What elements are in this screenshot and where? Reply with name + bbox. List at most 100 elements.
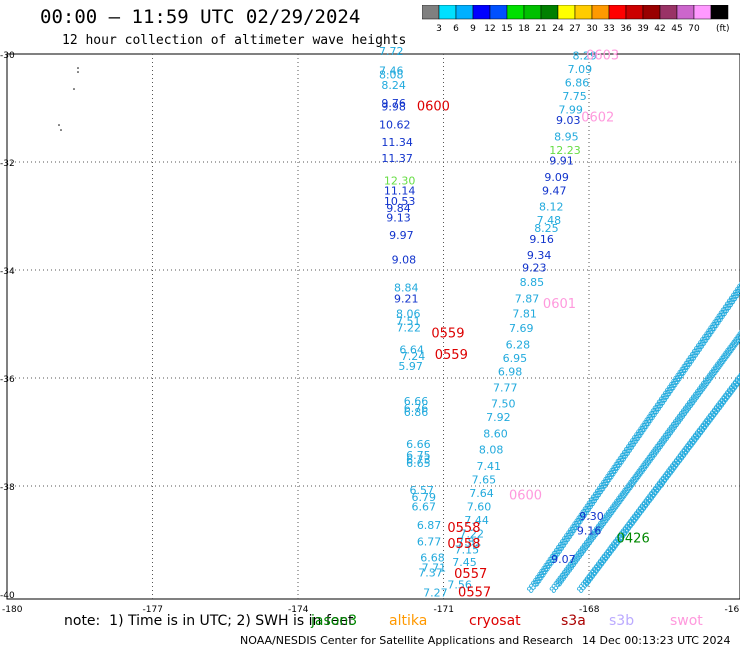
wave-height-label: 8.25 (534, 222, 559, 235)
map-subtitle: 12 hour collection of altimeter wave hei… (62, 33, 407, 48)
wave-height-label: 7.22 (460, 527, 485, 540)
colorbar-tick-label: 12 (484, 24, 495, 34)
time-label: 0559 (435, 348, 468, 363)
wave-height-label: 7.45 (452, 556, 477, 569)
colorbar-tick-label: 27 (569, 24, 580, 34)
track-mark: 8.8 (733, 369, 740, 387)
wave-height-label: 6.73 (406, 453, 431, 466)
wave-height-label: 7.77 (493, 382, 517, 395)
wave-height-label: 11.14 (384, 184, 416, 197)
island-dot (73, 88, 75, 90)
time-label: 0559 (431, 327, 464, 342)
colorbar-tick-label: 18 (518, 24, 530, 34)
wave-height-label: 7.44 (464, 514, 489, 527)
wave-height-label: 6.66 (406, 438, 431, 451)
lat-tick-label: -34 (0, 267, 15, 277)
lon-tick-label: -174 (288, 605, 309, 615)
track-mark: 8.8 (730, 331, 740, 349)
lon-tick-label: -177 (143, 605, 163, 615)
track-mark: 8.8 (731, 372, 740, 390)
wave-height-label: 7.41 (476, 460, 501, 473)
map-title: 00:00 – 11:59 UTC 02/29/2024 (40, 6, 361, 28)
wave-height-label: 8.08 (379, 68, 404, 81)
colorbar-tick-label: 3 (436, 24, 442, 34)
wave-height-label: 7.56 (447, 579, 472, 592)
track-mark: 8.8 (739, 362, 740, 380)
colorbar-tick-label: 33 (603, 24, 614, 34)
colorbar-tick-label: 9 (470, 24, 476, 34)
track-mark: 8.8 (738, 273, 740, 291)
wave-height-label: 7.81 (512, 308, 537, 321)
time-label: 0601 (543, 297, 576, 312)
wave-height-label: 8.24 (381, 79, 406, 92)
lon-tick-label: -171 (434, 605, 454, 615)
colorbar-tick-label: 15 (501, 24, 512, 34)
wave-height-label: 9.13 (386, 211, 411, 224)
wave-height-label: 6.86 (565, 76, 590, 89)
wave-height-label: 9.16 (529, 233, 554, 246)
wave-height-label: 8.85 (520, 276, 545, 289)
lat-tick-label: -40 (0, 591, 15, 601)
wave-height-label: 7.60 (467, 500, 492, 513)
wave-height-label: 9.03 (556, 114, 581, 127)
colorbar-tick-label: 24 (552, 24, 564, 34)
colorbar-tick-label: 39 (637, 24, 649, 34)
wave-height-label: 7.15 (455, 544, 480, 557)
wave-height-label: 9.09 (544, 171, 569, 184)
wave-height-label: 6.28 (506, 338, 530, 351)
wave-height-label: 6.65 (406, 457, 431, 470)
satellite-legend-item: swot (670, 613, 703, 629)
time-label: 0600 (509, 489, 542, 504)
wave-height-label: 6.95 (503, 352, 528, 365)
wave-height-label: 8.29 (573, 49, 598, 62)
wave-height-label: 7.87 (515, 292, 540, 305)
track-mark: 8.8 (732, 281, 740, 299)
colorbar-unit: (ft) (716, 24, 730, 34)
map-frame (6, 53, 740, 600)
wave-height-label: 8.95 (554, 130, 579, 143)
wave-height-label: 9.23 (522, 262, 547, 275)
wave-height-label: 6.79 (411, 491, 436, 504)
wave-height-label: 11.37 (381, 152, 413, 165)
island-dot (77, 67, 79, 69)
colorbar-tick-label: 36 (620, 24, 632, 34)
colorbar-tick-label: 21 (535, 24, 546, 34)
time-label: 0603 (586, 48, 619, 63)
satellite-legend-item: jason3 (311, 613, 358, 629)
track-mark: 8.8 (736, 276, 740, 294)
wave-height-label: 7.64 (469, 487, 494, 500)
time-label: 0600 (417, 100, 450, 115)
wave-height-label: 6.64 (399, 344, 424, 357)
lon-tick-label: -16 (725, 605, 740, 615)
lat-tick-label: -36 (0, 375, 15, 385)
wave-height-label: 6.98 (498, 365, 523, 378)
time-label: 0557 (458, 586, 491, 601)
colorbar-tick-label: 70 (688, 24, 700, 34)
wave-height-label: 9.97 (389, 229, 414, 242)
wave-height-label: 6.76 (404, 402, 429, 415)
time-label: 0558 (447, 537, 480, 552)
track-mark: 8.8 (734, 279, 740, 297)
wave-height-label: 7.22 (396, 322, 421, 335)
colorbar-tick-label: 6 (453, 24, 459, 34)
generation-timestamp: 14 Dec 00:13:23 UTC 2024 (582, 634, 731, 647)
track-mark: 8.8 (737, 364, 740, 382)
wave-height-label: 9.91 (549, 155, 574, 168)
credit-line: NOAA/NESDIS Center for Satellite Applica… (240, 634, 574, 647)
wave-height-label: 7.81 (457, 535, 482, 548)
lat-tick-label: -30 (0, 51, 15, 61)
lon-tick-label: -168 (579, 605, 600, 615)
time-label: 0558 (447, 521, 480, 536)
track-mark: 8.8 (736, 323, 740, 341)
wave-height-label: 9.47 (542, 184, 567, 197)
wave-height-label: 11.34 (381, 136, 413, 149)
wave-height-label: 9.30 (579, 510, 604, 523)
wave-height-label: 10.53 (384, 195, 416, 208)
wave-height-label: 6.57 (410, 484, 435, 497)
wave-height-label: 9.08 (392, 254, 417, 267)
wave-height-label: 6.66 (404, 395, 429, 408)
track-mark: 8.8 (729, 374, 740, 392)
wave-height-label: 6.67 (411, 500, 436, 513)
wave-height-label: 8.08 (479, 444, 504, 457)
wave-height-label: 7.37 (418, 567, 443, 580)
